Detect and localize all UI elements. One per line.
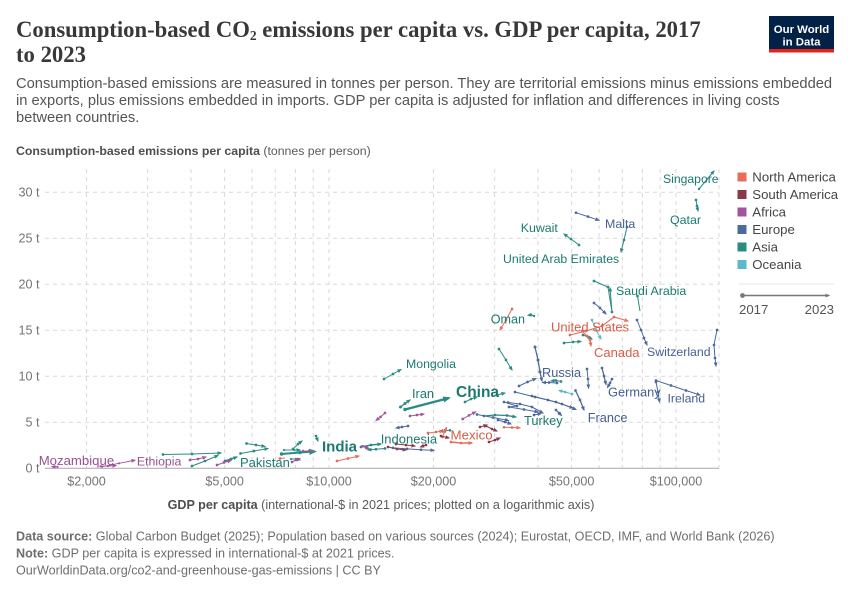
svg-text:15 t: 15 t (18, 324, 40, 338)
svg-text:$100,000: $100,000 (650, 475, 703, 489)
svg-text:North America: North America (752, 170, 836, 185)
svg-text:in Data: in Data (783, 37, 822, 49)
svg-text:Switzerland: Switzerland (647, 345, 711, 359)
svg-text:France: France (588, 410, 628, 425)
svg-text:20 t: 20 t (18, 278, 40, 292)
svg-text:2017: 2017 (739, 302, 768, 317)
svg-text:Qatar: Qatar (670, 213, 701, 227)
svg-text:Asia: Asia (752, 240, 778, 255)
svg-text:5 t: 5 t (25, 416, 40, 430)
svg-text:Data source: Global Carbon Bud: Data source: Global Carbon Budget (2025)… (16, 530, 775, 544)
svg-text:in exports, plus emissions emb: in exports, plus emissions embedded in i… (16, 93, 780, 109)
svg-text:Saudi Arabia: Saudi Arabia (616, 284, 686, 298)
svg-text:GDP per capita (international-: GDP per capita (international-$ in 2021 … (168, 498, 595, 512)
svg-text:Russia: Russia (542, 365, 582, 380)
svg-text:Our World: Our World (774, 24, 830, 36)
svg-text:between countries.: between countries. (16, 110, 139, 126)
svg-text:Iran: Iran (412, 386, 434, 401)
svg-text:$50,000: $50,000 (549, 475, 595, 489)
svg-text:China: China (456, 384, 499, 401)
svg-text:25 t: 25 t (18, 232, 40, 246)
svg-text:Mongolia: Mongolia (406, 357, 456, 371)
svg-text:Mexico: Mexico (451, 428, 493, 443)
svg-text:South America: South America (752, 187, 838, 202)
svg-text:to 2023: to 2023 (16, 42, 86, 67)
svg-text:Oman: Oman (491, 312, 525, 326)
svg-text:Oceania: Oceania (752, 257, 802, 272)
svg-text:$10,000: $10,000 (306, 475, 352, 489)
svg-text:10 t: 10 t (18, 370, 40, 384)
svg-text:2023: 2023 (805, 302, 834, 317)
svg-text:Turkey: Turkey (524, 413, 563, 428)
svg-text:$20,000: $20,000 (411, 475, 457, 489)
svg-text:Mozambique: Mozambique (39, 453, 115, 468)
svg-text:Malta: Malta (605, 217, 635, 231)
svg-text:Ireland: Ireland (668, 392, 706, 406)
svg-text:Singapore: Singapore (663, 172, 719, 186)
svg-text:Note: GDP per capita is expres: Note: GDP per capita is expressed in int… (16, 547, 394, 561)
svg-text:Canada: Canada (594, 345, 640, 360)
svg-text:OurWorldinData.org/co2-and-gre: OurWorldinData.org/co2-and-greenhouse-ga… (16, 564, 382, 578)
svg-text:Europe: Europe (752, 222, 795, 237)
svg-text:Kuwait: Kuwait (521, 221, 559, 235)
svg-text:30 t: 30 t (18, 186, 40, 200)
svg-text:Africa: Africa (752, 205, 786, 220)
svg-text:$5,000: $5,000 (205, 475, 244, 489)
svg-text:$2,000: $2,000 (67, 475, 106, 489)
svg-text:Ethiopia: Ethiopia (137, 455, 182, 469)
svg-text:India: India (322, 439, 358, 456)
svg-text:Consumption-based CO2 emission: Consumption-based CO2 emissions per capi… (16, 17, 701, 43)
svg-text:Indonesia: Indonesia (381, 431, 438, 446)
svg-text:Consumption-based emissions ar: Consumption-based emissions are measured… (16, 76, 832, 92)
svg-text:Consumption-based emissions pe: Consumption-based emissions per capita (… (16, 144, 371, 158)
svg-text:Germany: Germany (608, 384, 661, 399)
svg-text:Pakistan: Pakistan (240, 455, 290, 470)
svg-text:0 t: 0 t (25, 462, 40, 476)
svg-text:United Arab Emirates: United Arab Emirates (503, 252, 619, 266)
svg-text:United States: United States (551, 319, 630, 334)
